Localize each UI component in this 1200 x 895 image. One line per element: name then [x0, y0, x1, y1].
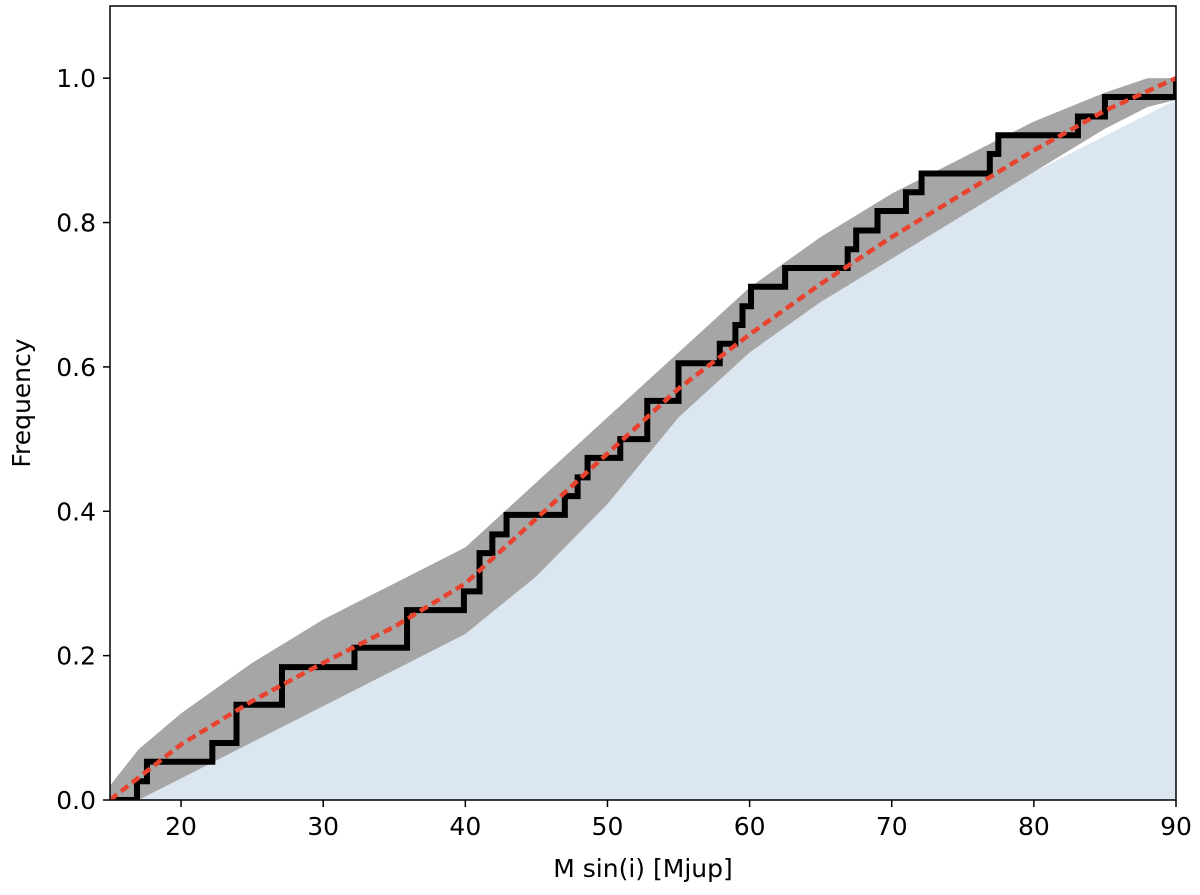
x-axis-label: M sin(i) [Mjup] — [553, 854, 732, 883]
x-tick-label: 20 — [165, 812, 197, 841]
y-tick-label: 0.4 — [56, 497, 96, 526]
y-tick-label: 0.2 — [56, 642, 96, 671]
y-tick-label: 0.6 — [56, 353, 96, 382]
y-axis-label: Frequency — [7, 338, 36, 467]
x-axis: 20 30 40 50 60 70 80 90 — [165, 800, 1192, 841]
x-tick-label: 90 — [1160, 812, 1192, 841]
plot-area — [110, 76, 1176, 800]
model-dashed-line — [110, 76, 1176, 800]
x-tick-label: 80 — [1018, 812, 1050, 841]
x-tick-label: 70 — [876, 812, 908, 841]
y-tick-label: 0.0 — [56, 786, 96, 815]
x-tick-label: 30 — [307, 812, 339, 841]
x-tick-label: 60 — [734, 812, 766, 841]
y-axis: 0.0 0.2 0.4 0.6 0.8 1.0 — [56, 64, 110, 815]
x-tick-label: 50 — [592, 812, 624, 841]
axes-frame — [109, 5, 1177, 801]
y-tick-label: 1.0 — [56, 64, 96, 93]
y-tick-label: 0.8 — [56, 209, 96, 238]
x-tick-label: 40 — [449, 812, 481, 841]
